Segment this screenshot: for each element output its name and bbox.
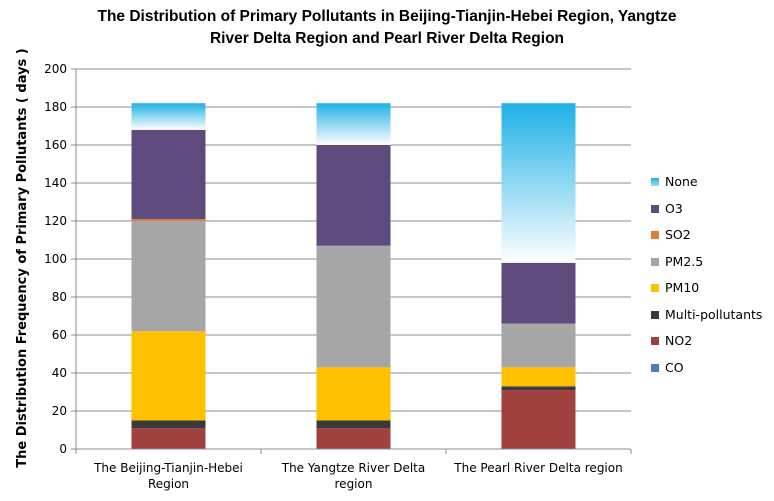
bar-segment-o3 <box>316 145 391 246</box>
bar-segment-multi-pollutants <box>501 386 576 391</box>
bar-segment-pm10 <box>131 331 206 421</box>
x-category-label: The Pearl River Delta region <box>453 461 622 475</box>
y-axis-label: The Distribution Frequency of Primary Po… <box>15 48 30 468</box>
y-tick-label: 180 <box>44 100 67 114</box>
y-tick-label: 40 <box>52 366 67 380</box>
y-tick-label: 60 <box>52 328 67 342</box>
legend-label: PM2.5 <box>665 253 704 269</box>
y-tick-label: 20 <box>52 404 67 418</box>
bar-segment-none <box>131 103 206 130</box>
legend-label: NO2 <box>665 333 693 348</box>
legend-swatch <box>651 257 659 266</box>
legend-swatch <box>651 284 659 292</box>
x-category-label: region <box>335 477 373 491</box>
x-category-label: The Yangtze River Delta <box>281 461 426 475</box>
bar-segment-no2 <box>316 428 391 449</box>
legend-label: Multi-pollutants <box>665 306 763 322</box>
bar-segment-none <box>316 103 391 145</box>
bar-segment-o3 <box>131 129 206 220</box>
bar-segment-pm2-5 <box>131 221 206 332</box>
bar-segment-none <box>501 103 576 263</box>
legend-label: PM10 <box>665 280 700 295</box>
legend-label: O3 <box>665 200 683 216</box>
chart-title-line-2: River Delta Region and Pearl River Delta… <box>209 30 565 47</box>
y-tick-label: 160 <box>44 138 67 152</box>
y-tick-label: 100 <box>44 252 67 266</box>
bar-segment-o3 <box>501 262 576 324</box>
legend-swatch <box>651 204 659 213</box>
legend-swatch <box>651 310 659 319</box>
legend-label: SO2 <box>665 227 691 242</box>
legend-label: None <box>665 174 698 189</box>
bar-segment-pm2-5 <box>316 245 391 368</box>
legend-label: CO <box>665 359 684 375</box>
y-tick-label: 200 <box>44 62 67 76</box>
bar-segment-no2 <box>501 390 576 449</box>
y-tick-label: 0 <box>59 442 67 456</box>
legend-swatch <box>651 337 659 345</box>
y-tick-label: 120 <box>44 214 67 228</box>
bar-segment-no2 <box>131 428 206 449</box>
legend-swatch <box>651 363 659 372</box>
bar-segment-multi-pollutants <box>316 420 391 429</box>
chart-title-line-1: The Distribution of Primary Pollutants i… <box>97 8 677 25</box>
x-category-label: The Beijing-Tianjin-Hebei <box>93 461 243 475</box>
bar-segment-pm10 <box>316 367 391 421</box>
bar-segment-multi-pollutants <box>131 420 206 429</box>
y-tick-label: 140 <box>44 176 67 190</box>
legend-swatch <box>651 231 659 239</box>
bar-segment-pm2-5 <box>501 323 576 368</box>
bar-segment-pm10 <box>501 367 576 387</box>
y-tick-label: 80 <box>52 290 67 304</box>
x-category-label: Region <box>148 477 189 491</box>
bar-segment-so2 <box>131 219 206 221</box>
legend-swatch <box>651 178 659 186</box>
